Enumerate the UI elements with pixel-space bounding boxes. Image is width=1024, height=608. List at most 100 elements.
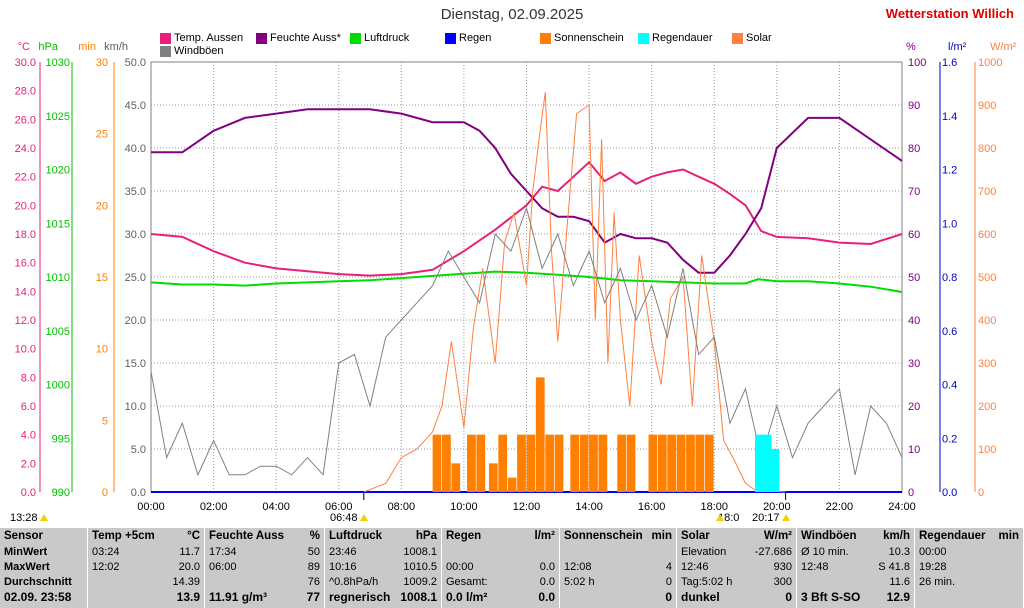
stats-cell-value: 20.0	[178, 561, 200, 573]
stats-cell-value: -27.686	[754, 546, 792, 558]
axis-tick-press: 1000	[46, 380, 70, 392]
stats-row: Durchschnitt	[4, 575, 83, 590]
axis-tick-pct: 0	[908, 487, 914, 499]
axis-tick-lm2: 1.0	[942, 218, 957, 230]
axis-tick-wm2: 500	[978, 272, 996, 284]
stats-cell-value: 0.0	[539, 561, 555, 573]
axis-tick-temp: 10.0	[15, 344, 36, 356]
stats-row: 03:24 11.7	[92, 545, 200, 560]
stats-header: Luftdruck hPa	[329, 530, 437, 545]
axis-tick-lm2: 1.2	[942, 165, 957, 177]
axis-tick-lm2: 0.0	[942, 487, 957, 499]
legend-item: Solar	[732, 32, 772, 44]
stats-cell-label: 12:46	[681, 561, 709, 573]
axis-tick-kmh: 5.0	[131, 444, 146, 456]
stats-row: 3 Bft S-SO 12.9	[801, 590, 910, 605]
legend-label: Regen	[459, 32, 492, 44]
x-tick-label: 06:00	[325, 501, 353, 513]
station-name[interactable]: Wetterstation Willich	[885, 6, 1014, 21]
stats-header-unit: min	[998, 530, 1019, 542]
stats-row: 06:00 89	[209, 560, 320, 575]
stats-cell-label: 10:16	[329, 561, 357, 573]
stats-header: Feuchte Auss%	[209, 530, 320, 545]
chart-title: Dienstag, 02.09.2025	[440, 6, 584, 23]
stats-header-label: Temp +5cm	[92, 530, 155, 542]
axis-tick-wm2: 600	[978, 229, 996, 241]
stats-row: 0.0 l/m² 0.0	[446, 590, 555, 605]
bar-sonnenschein	[570, 434, 580, 492]
series-line-solar	[363, 92, 787, 493]
axis-tick-lm2: 0.8	[942, 272, 957, 284]
axis-tick-pct: 30	[908, 358, 920, 370]
stats-cell-value: 1008.1	[400, 590, 437, 604]
stats-cell-label: regnerisch	[329, 590, 391, 604]
axis-tick-temp: 30.0	[15, 57, 36, 69]
legend-swatch	[732, 32, 743, 44]
axis-tick-temp: 4.0	[21, 430, 36, 442]
legend-item: Windböen	[160, 45, 224, 57]
stats-cell-value: 930	[773, 561, 792, 573]
stats-cell-value: 0	[785, 590, 792, 604]
stats-column: Feuchte Auss% 17:34 50 06:00 89 76 11.91 g/m³ 7…	[205, 528, 325, 608]
bar-sonnenschein	[676, 434, 686, 492]
stats-row: 00:00	[919, 545, 1019, 560]
sunset-pin	[782, 514, 790, 521]
legend-label: Temp. Aussen	[174, 32, 244, 44]
axis-unit-press: hPa	[38, 41, 58, 53]
axis-tick-min: 20	[96, 200, 108, 212]
axis-tick-press: 1010	[46, 272, 70, 284]
axis-tick-wm2: 700	[978, 186, 996, 198]
axis-tick-temp: 24.0	[15, 143, 36, 155]
axis-tick-wm2: 300	[978, 358, 996, 370]
stats-header-label: Luftdruck	[329, 530, 383, 542]
axis-tick-wm2: 800	[978, 143, 996, 155]
axis-unit-min: min	[78, 41, 96, 53]
stats-cell-label: Tag:5:02 h	[681, 576, 733, 588]
stats-cell-label: 00:00	[919, 546, 947, 558]
stats-cell-value: S 41.8	[878, 561, 910, 573]
axis-tick-pct: 60	[908, 229, 920, 241]
bar-sonnenschein	[657, 434, 667, 492]
bar-sonnenschein	[476, 434, 486, 492]
axis-tick-kmh: 30.0	[125, 229, 146, 241]
stats-header-label: Solar	[681, 530, 710, 542]
x-tick-label: 00:00	[137, 501, 165, 513]
stats-header-unit: min	[651, 530, 672, 542]
axis-unit-wm2: W/m²	[990, 41, 1017, 53]
stats-row: 12:08 4	[564, 560, 672, 575]
stats-cell-label: 11.91 g/m³	[209, 590, 268, 604]
bar-sonnenschein	[507, 477, 517, 492]
axis-tick-wm2: 900	[978, 100, 996, 112]
axis-tick-press: 995	[52, 433, 70, 445]
axis-tick-press: 1020	[46, 165, 70, 177]
series-line-temp-aussen	[150, 160, 903, 277]
axis-tick-press: 1005	[46, 326, 70, 338]
legend-item: Luftdruck	[350, 32, 409, 44]
stats-row: Gesamt: 0.0	[446, 575, 555, 590]
x-tick-label: 10:00	[450, 501, 478, 513]
stats-row: Ø 10 min. 10.3	[801, 545, 910, 560]
legend-label: Solar	[746, 32, 772, 44]
legend-label: Regendauer	[652, 32, 713, 44]
legend-item: Feuchte Auss*	[256, 32, 341, 44]
stats-header: Windböen km/h	[801, 530, 910, 545]
axis-tick-min: 25	[96, 129, 108, 141]
mid-time-pin	[716, 514, 724, 521]
x-tick-label: 14:00	[575, 501, 603, 513]
stats-row	[446, 545, 555, 560]
axis-tick-temp: 12.0	[15, 315, 36, 327]
legend-label: Windböen	[174, 45, 224, 57]
legend-swatch	[638, 32, 649, 44]
stats-row: 23:46 1008.1	[329, 545, 437, 560]
stats-cell-value: 4	[665, 561, 672, 573]
axis-tick-kmh: 25.0	[125, 272, 146, 284]
stats-cell-value: 76	[307, 576, 320, 588]
bar-sonnenschein	[498, 434, 508, 492]
axis-tick-temp: 16.0	[15, 258, 36, 270]
legend-swatch	[540, 32, 551, 44]
stats-cell-value: 89	[307, 561, 320, 573]
axis-tick-pct: 40	[908, 315, 920, 327]
x-tick-label: 04:00	[262, 501, 290, 513]
x-tick-label: 16:00	[638, 501, 666, 513]
axis-tick-kmh: 20.0	[125, 315, 146, 327]
